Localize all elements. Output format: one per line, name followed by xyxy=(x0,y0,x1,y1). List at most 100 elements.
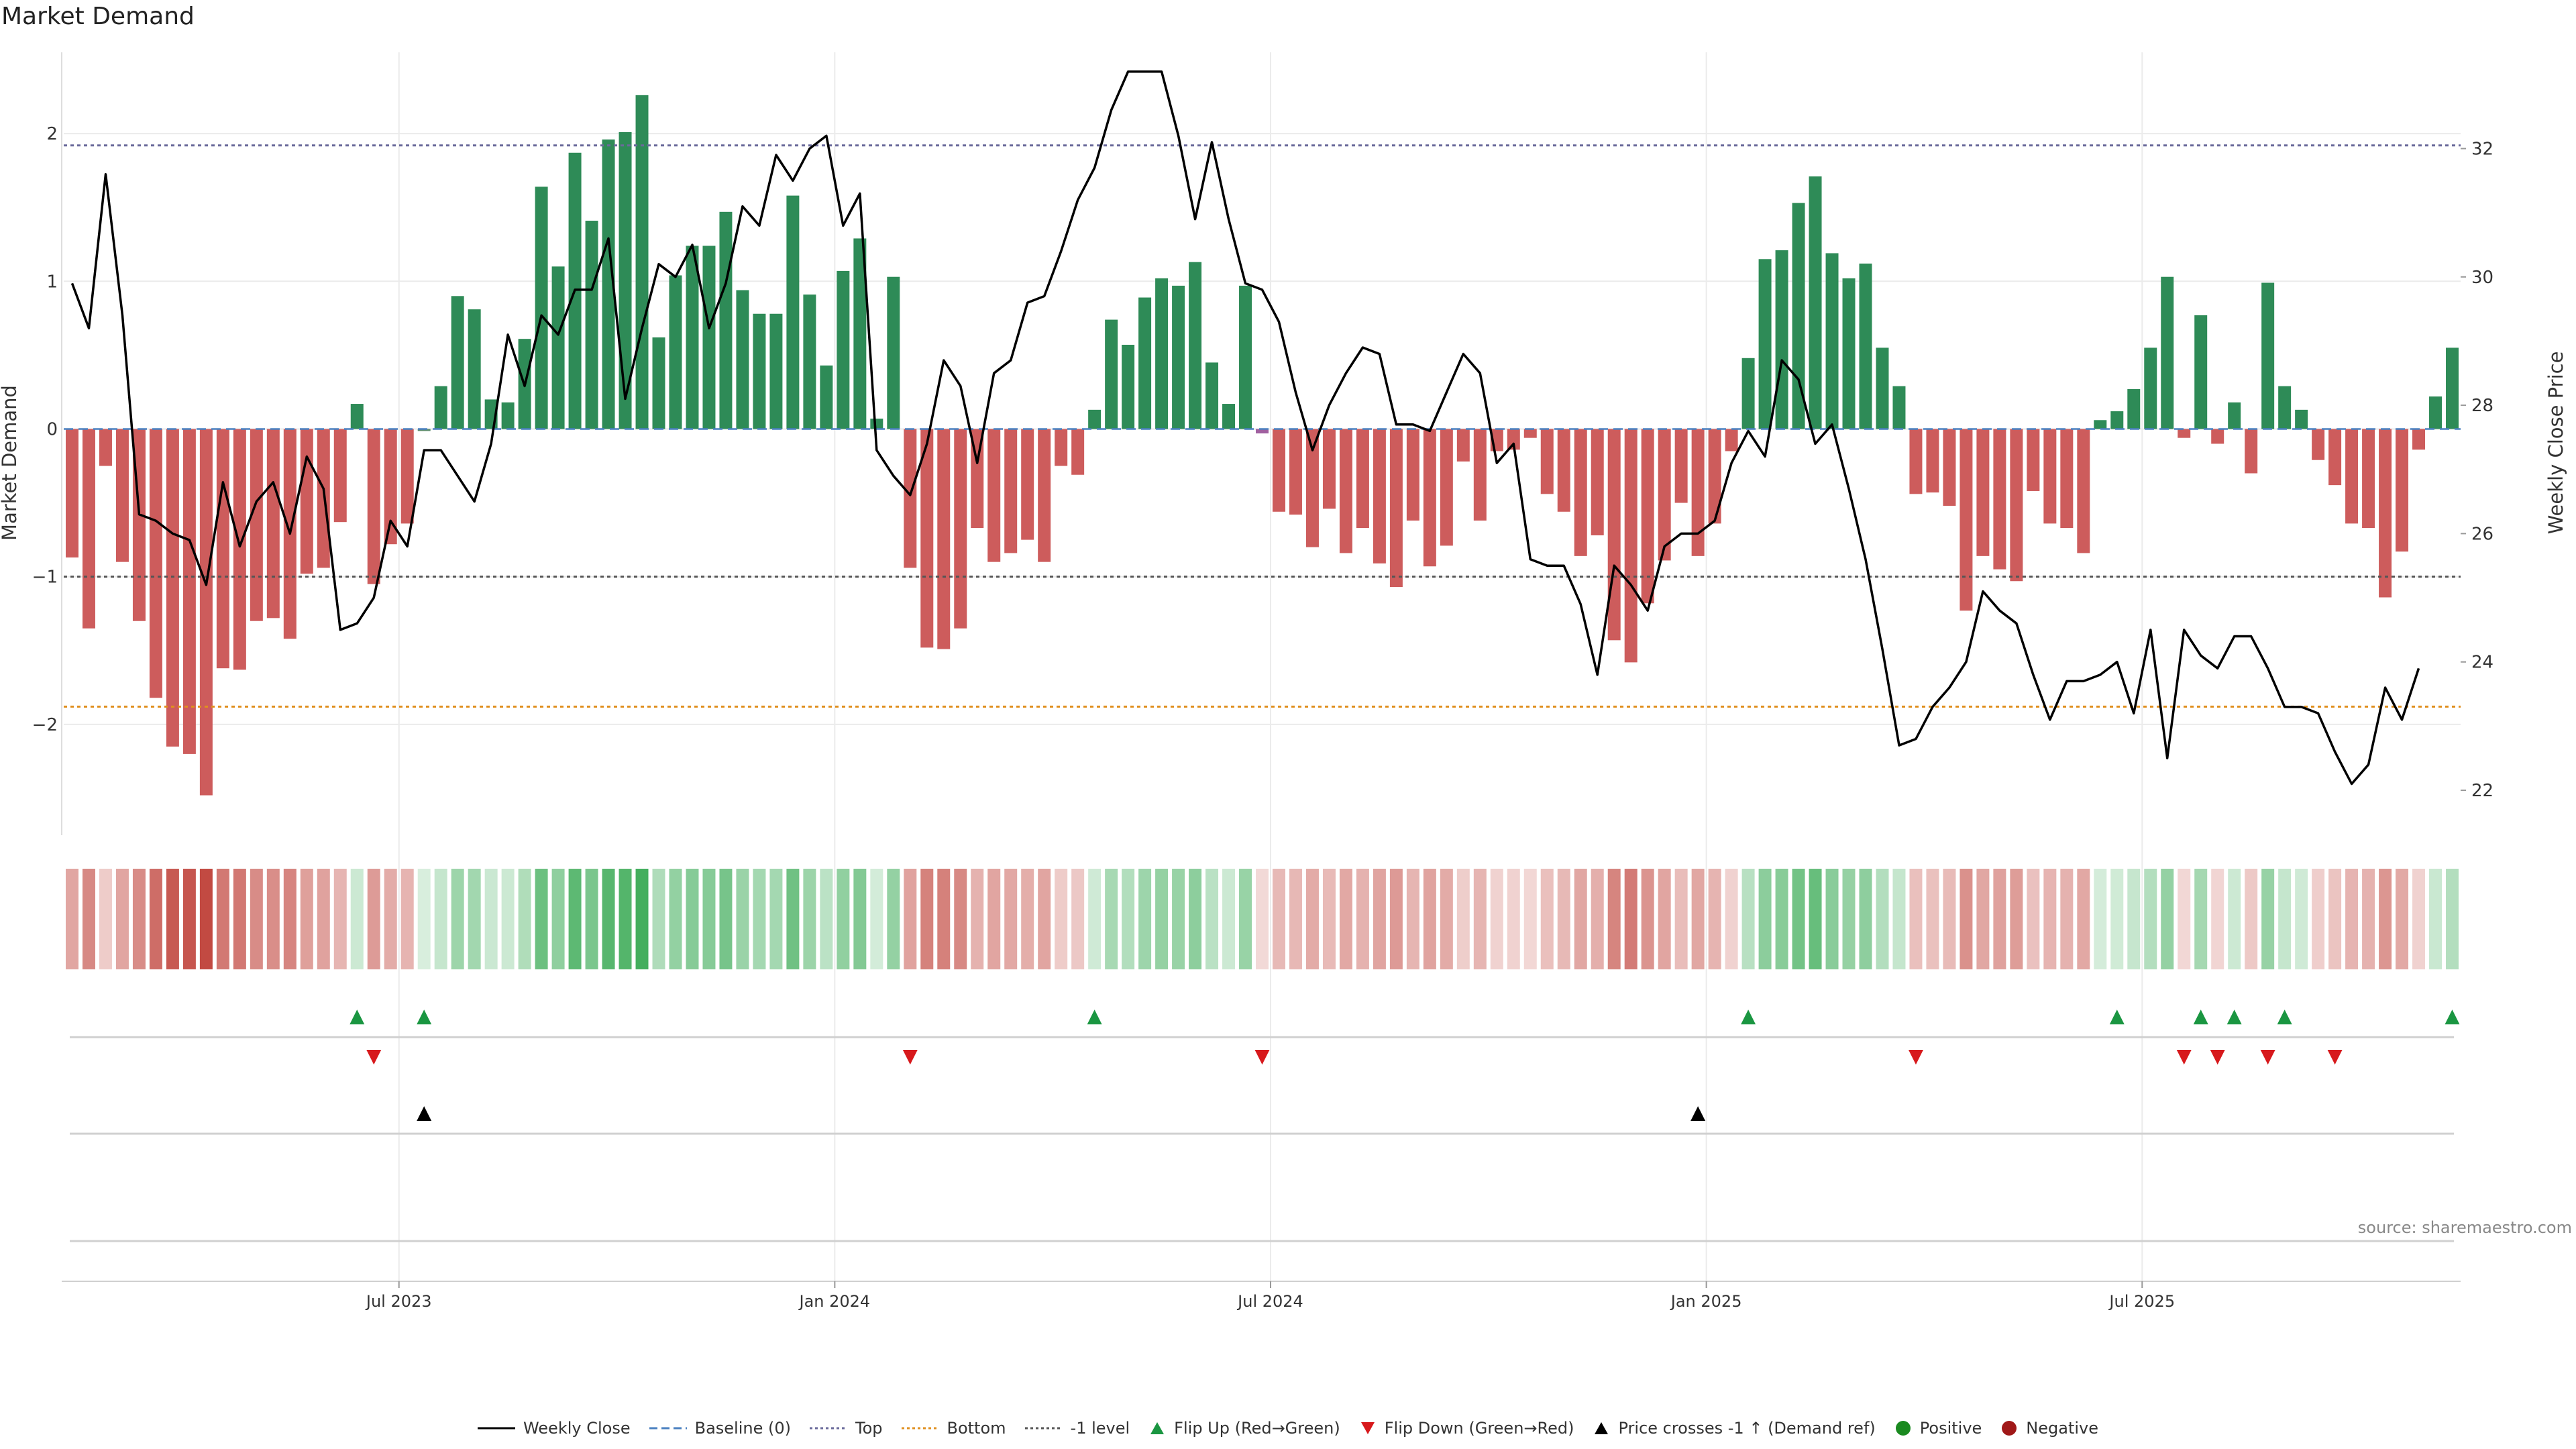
heat-cell xyxy=(1205,869,1219,969)
demand-bar xyxy=(1172,285,1185,429)
demand-bar xyxy=(2077,429,2090,553)
heat-cell xyxy=(1993,869,2006,969)
heat-cell xyxy=(468,869,481,969)
heat-cell xyxy=(753,869,766,969)
x-tick-label: Jan 2025 xyxy=(1670,1292,1742,1311)
legend-label: Bottom xyxy=(947,1419,1006,1438)
page-title: Market Demand xyxy=(1,3,195,30)
heat-cell xyxy=(1607,869,1621,969)
heat-cell xyxy=(1741,869,1755,969)
demand-bar xyxy=(1842,278,1856,429)
demand-bar xyxy=(149,429,162,698)
heat-cell xyxy=(887,869,900,969)
heat-cell xyxy=(2295,869,2308,969)
heat-cell xyxy=(1909,869,1923,969)
demand-bar xyxy=(1507,429,1520,450)
demand-bar xyxy=(1758,259,1772,429)
demand-bar xyxy=(1339,429,1352,553)
demand-bar xyxy=(2261,282,2275,429)
demand-bar xyxy=(2194,315,2208,429)
heat-cell xyxy=(417,869,431,969)
heat-cell xyxy=(2429,869,2443,969)
demand-bar xyxy=(2060,429,2074,529)
heat-cell xyxy=(283,869,297,969)
heat-cell xyxy=(2178,869,2191,969)
source-note: source: sharemaestro.com xyxy=(2357,1218,2572,1237)
heat-cell xyxy=(2110,869,2124,969)
heat-cell xyxy=(1256,869,1269,969)
heat-cell xyxy=(2362,869,2375,969)
heat-cell xyxy=(99,869,112,969)
demand-bar xyxy=(954,429,967,629)
demand-bar xyxy=(1892,386,1906,429)
dashed-line-icon xyxy=(649,1427,687,1430)
flip-up-marker xyxy=(350,1010,365,1024)
x-axis: Jul 2023 Jan 2024 Jul 2024 Jan 2025 Jul 2025 xyxy=(62,1281,2461,1311)
heat-cell xyxy=(2278,869,2292,969)
heat-cell xyxy=(2345,869,2359,969)
demand-bar xyxy=(769,313,783,429)
heat-cell xyxy=(434,869,447,969)
heat-cell xyxy=(904,869,917,969)
legend-item: Negative xyxy=(2000,1419,2098,1438)
demand-bar xyxy=(1708,429,1721,524)
demand-bar xyxy=(451,296,464,429)
y-axis-label: Market Demand xyxy=(0,385,21,541)
demand-bar xyxy=(1423,429,1436,567)
demand-bar xyxy=(837,270,850,429)
up-triangle-icon xyxy=(1595,1422,1609,1434)
demand-bar xyxy=(1289,429,1302,515)
heat-cell xyxy=(333,869,347,969)
demand-bar xyxy=(199,429,213,796)
demand-bar xyxy=(166,429,179,747)
heat-cell xyxy=(1574,869,1587,969)
demand-bar xyxy=(1976,429,1990,556)
y2-tick-label: 22 xyxy=(2471,781,2493,801)
heat-cell xyxy=(2144,869,2157,969)
heat-cell xyxy=(300,869,313,969)
demand-bar xyxy=(115,429,129,562)
heat-cell xyxy=(2060,869,2074,969)
heat-cell xyxy=(1423,869,1436,969)
demand-bars xyxy=(65,95,2459,796)
demand-bar xyxy=(266,429,280,619)
demand-bar xyxy=(1038,429,1051,562)
demand-bar xyxy=(1960,429,1973,611)
down-triangle-icon xyxy=(1360,1422,1375,1434)
heat-cell xyxy=(2312,869,2325,969)
demand-bar xyxy=(1105,319,1118,429)
demand-bar xyxy=(1004,429,1018,553)
demand-bar xyxy=(1055,429,1068,466)
heat-cell xyxy=(1239,869,1252,969)
y2-tick-label: 32 xyxy=(2471,139,2493,159)
circle-icon xyxy=(1895,1421,1911,1436)
heat-cell xyxy=(2010,869,2023,969)
demand-bar xyxy=(1305,429,1319,547)
demand-bar xyxy=(719,211,733,429)
demand-bar xyxy=(2345,429,2359,524)
heat-cell xyxy=(1373,869,1386,969)
heat-cell xyxy=(1842,869,1856,969)
legend-label: Negative xyxy=(2026,1419,2099,1438)
legend-item: Positive xyxy=(1894,1419,1982,1438)
flip-up-marker xyxy=(2226,1010,2242,1024)
heat-cell xyxy=(182,869,196,969)
heat-cell xyxy=(837,869,850,969)
flip-down-marker xyxy=(2327,1050,2343,1065)
heat-cell xyxy=(1876,869,1889,969)
demand-bar xyxy=(803,294,816,429)
demand-bar xyxy=(2396,429,2409,552)
demand-bar xyxy=(2362,429,2375,529)
demand-bar xyxy=(2429,396,2443,429)
demand-bar xyxy=(367,429,380,584)
flip-up-marker xyxy=(2109,1010,2125,1024)
demand-bar xyxy=(2312,429,2325,460)
demand-bar xyxy=(1239,285,1252,429)
legend-item: -1 level xyxy=(1024,1419,1130,1438)
demand-bar xyxy=(1725,429,1738,451)
demand-bar xyxy=(1088,409,1102,429)
legend-label: Baseline (0) xyxy=(694,1419,791,1438)
demand-bar xyxy=(904,429,917,568)
demand-bar xyxy=(736,290,749,429)
heat-cell xyxy=(132,869,146,969)
